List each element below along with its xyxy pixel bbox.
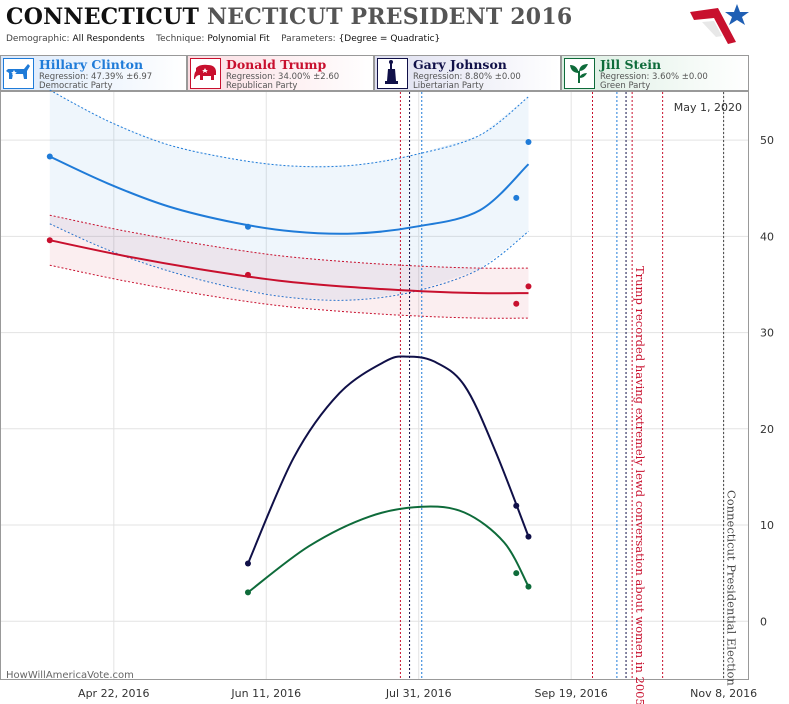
statue-of-liberty-icon <box>377 58 408 89</box>
title-rest: NECTICUT PRESIDENT 2016 <box>206 4 573 30</box>
candidate-name: Donald Trump <box>226 57 327 72</box>
hillary-clinton-band-upper <box>49 89 529 168</box>
candidate-party: Green Party <box>600 81 651 91</box>
gary-johnson-poll-point[interactable] <box>244 560 251 567</box>
donald-trump-fit-line <box>49 239 529 295</box>
demographic-value: All Respondents <box>72 34 145 44</box>
x-tick-label: Sep 19, 2016 <box>535 687 608 700</box>
donkey-icon <box>3 58 34 89</box>
candidate-card-clinton[interactable]: Hillary Clinton Regression: 47.39% ±6.97… <box>0 55 187 91</box>
fit-lines <box>49 155 530 594</box>
gary-johnson-fit-line <box>247 355 530 564</box>
candidate-name: Jill Stein <box>600 57 662 72</box>
technique-label: Technique: <box>156 34 205 44</box>
candidate-name: Hillary Clinton <box>39 57 144 72</box>
title-state: CONNECTICUT <box>6 4 200 30</box>
candidate-party: Libertarian Party <box>413 81 484 91</box>
jill-stein-poll-point[interactable] <box>244 589 251 596</box>
y-tick-label: 40 <box>760 230 774 243</box>
candidate-regression: Regression: 8.80% ±0.00 <box>413 72 521 82</box>
page-title: CONNECTICUT NECTICUT PRESIDENT 2016 <box>6 4 572 30</box>
y-tick-label: 10 <box>760 519 774 532</box>
hillary-clinton-band-fill <box>49 90 529 300</box>
candidate-regression: Regression: 34.00% ±2.60 <box>226 72 340 82</box>
date-stamp: May 1, 2020 <box>674 101 742 114</box>
x-tick-label: Nov 8, 2016 <box>690 687 757 700</box>
donald-trump-poll-point[interactable] <box>513 300 520 307</box>
hillary-clinton-fit-line <box>49 155 530 235</box>
logo-star-icon <box>725 4 749 25</box>
technique-value: Polynomial Fit <box>207 34 270 44</box>
event-markers <box>399 92 725 679</box>
candidate-party: Democratic Party <box>39 81 113 91</box>
donald-trump-poll-point[interactable] <box>525 283 532 290</box>
annotation-label: Connecticut Presidential Election <box>725 490 739 686</box>
logo-swoosh <box>690 8 736 44</box>
annotation-label: Trump recorded having extremely lewd con… <box>633 266 647 704</box>
hillary-clinton-poll-point[interactable] <box>525 139 532 146</box>
hillary-clinton-poll-point[interactable] <box>46 153 53 160</box>
x-tick-label: Jul 31, 2016 <box>385 687 452 700</box>
elephant-icon <box>190 58 221 89</box>
x-tick-label: Apr 22, 2016 <box>78 687 150 700</box>
candidate-regression: Regression: 3.60% ±0.00 <box>600 72 708 82</box>
green-plant-icon <box>564 58 595 89</box>
jill-stein-poll-point[interactable] <box>525 583 532 590</box>
gary-johnson-poll-point[interactable] <box>525 533 532 540</box>
y-tick-label: 30 <box>760 327 774 340</box>
demographic-label: Demographic: <box>6 34 70 44</box>
hillary-clinton-poll-point[interactable] <box>513 194 520 201</box>
jill-stein-fit-line <box>247 505 530 594</box>
candidate-name: Gary Johnson <box>413 57 507 72</box>
site-logo <box>690 4 749 44</box>
x-tick-label: Jun 11, 2016 <box>230 687 301 700</box>
hillary-clinton-band-lower <box>49 223 529 301</box>
chart-parameters: Demographic: All Respondents Technique: … <box>6 34 440 44</box>
poll-points <box>46 139 532 596</box>
candidate-card-stein[interactable]: Jill Stein Regression: 3.60% ±0.00 Green… <box>561 55 749 91</box>
axis-ticks: 0 10 20 30 40 50 Apr 22, 2016 Jun 11, 2016 Jul 3… <box>78 134 774 700</box>
parameters-value: {Degree = Quadratic} <box>338 34 441 44</box>
jill-stein-poll-point[interactable] <box>513 570 520 577</box>
plot-frame <box>0 91 749 680</box>
parameters-label: Parameters: <box>281 34 336 44</box>
gary-johnson-poll-point[interactable] <box>513 502 520 509</box>
donald-trump-poll-point[interactable] <box>46 237 53 244</box>
y-tick-label: 50 <box>760 134 774 147</box>
candidate-card-johnson[interactable]: Gary Johnson Regression: 8.80% ±0.00 Lib… <box>374 55 561 91</box>
donald-trump-band-fill <box>49 215 529 319</box>
confidence-bands <box>49 89 529 319</box>
logo-swoosh-inner <box>702 21 722 37</box>
donald-trump-poll-point[interactable] <box>244 271 251 278</box>
hillary-clinton-poll-point[interactable] <box>244 223 251 230</box>
candidate-regression: Regression: 47.39% ±6.97 <box>39 72 153 82</box>
site-credit: HowWillAmericaVote.com <box>6 670 134 681</box>
candidate-party: Republican Party <box>226 81 298 91</box>
y-tick-label: 0 <box>760 615 767 628</box>
y-tick-label: 20 <box>760 423 774 436</box>
annotations: Trump recorded having extremely lewd con… <box>633 266 738 704</box>
candidate-card-trump[interactable]: Donald Trump Regression: 34.00% ±2.60 Re… <box>187 55 374 91</box>
